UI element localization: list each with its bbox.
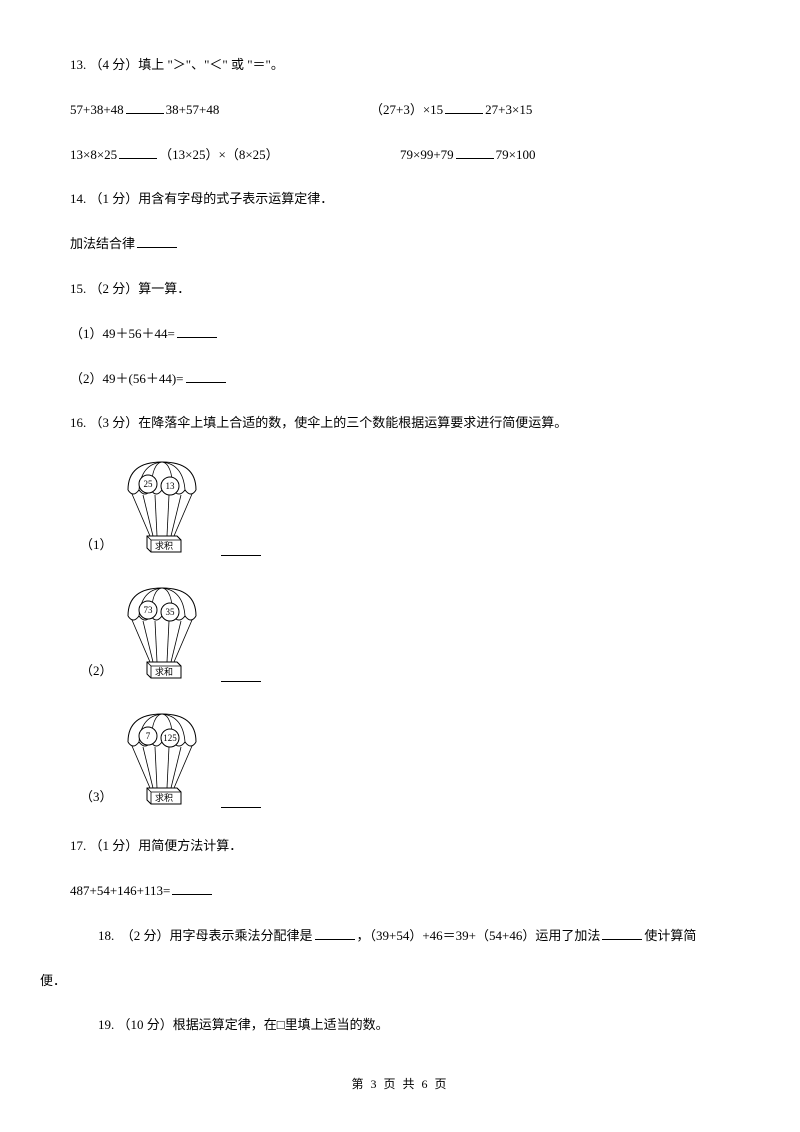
q18-p2: ，（39+54）+46＝39+（54+46）运用了加法 bbox=[357, 928, 601, 943]
q13-l2d: 79×100 bbox=[496, 147, 536, 162]
q13-row2: 13×8×25 （13×25）×（8×25） 79×99+79 79×100 bbox=[70, 145, 730, 166]
q13-r1-left: 57+38+48 38+57+48 bbox=[70, 100, 370, 121]
blank bbox=[221, 668, 261, 682]
svg-text:求积: 求积 bbox=[155, 540, 173, 551]
blank bbox=[221, 794, 261, 808]
blank bbox=[221, 542, 261, 556]
svg-text:求和: 求和 bbox=[155, 666, 173, 677]
svg-text:13: 13 bbox=[165, 481, 175, 491]
q18-p1: 18. （2 分）用字母表示乘法分配律是 bbox=[98, 928, 313, 943]
blank bbox=[456, 145, 494, 159]
q15-sub1: （1）49＋56＋44= bbox=[70, 324, 730, 345]
parachute-item: （1） 25 13 求积 bbox=[70, 458, 730, 556]
svg-text:125: 125 bbox=[163, 733, 177, 743]
question-17: 17. （1 分）用简便方法计算． bbox=[70, 836, 730, 857]
q15-sub2: （2）49＋(56＋44)= bbox=[70, 369, 730, 390]
q15-prompt: 15. （2 分）算一算． bbox=[70, 279, 730, 300]
q13-l2b: （13×25）×（8×25） bbox=[159, 147, 279, 162]
q13-r2-right: 79×99+79 79×100 bbox=[400, 145, 730, 166]
blank bbox=[119, 145, 157, 159]
q13-l1a: 57+38+48 bbox=[70, 102, 124, 117]
blank bbox=[186, 369, 226, 383]
q19-prompt: 19. （10 分）根据运算定律，在□里填上适当的数。 bbox=[70, 1015, 730, 1036]
parachute-index: （3） bbox=[80, 787, 113, 808]
question-15: 15. （2 分）算一算． bbox=[70, 279, 730, 300]
question-19: 19. （10 分）根据运算定律，在□里填上适当的数。 bbox=[70, 1015, 730, 1036]
blank bbox=[172, 881, 212, 895]
page-content: 13. （4 分）填上 "＞"、"＜" 或 "＝"。 57+38+48 38+57… bbox=[0, 0, 800, 1100]
svg-text:25: 25 bbox=[143, 479, 153, 489]
blank bbox=[602, 926, 642, 940]
blank bbox=[137, 234, 177, 248]
question-14: 14. （1 分）用含有字母的式子表示运算定律． bbox=[70, 189, 730, 210]
q13-l2c: 79×99+79 bbox=[400, 147, 454, 162]
parachute-index: （1） bbox=[80, 535, 113, 556]
parachute-item: （3） 7 125 求积 bbox=[70, 710, 730, 808]
q14-answer: 加法结合律 bbox=[70, 234, 730, 255]
question-13: 13. （4 分）填上 "＞"、"＜" 或 "＝"。 bbox=[70, 55, 730, 76]
q15-s1: （1）49＋56＋44= bbox=[70, 326, 175, 341]
q17-expr-row: 487+54+146+113= bbox=[70, 881, 730, 902]
q13-row1: 57+38+48 38+57+48 （27+3）×15 27+3×15 bbox=[70, 100, 730, 121]
blank bbox=[445, 100, 483, 114]
q13-l1b: 38+57+48 bbox=[166, 102, 220, 117]
q15-s2: （2）49＋(56＋44)= bbox=[70, 371, 184, 386]
parachute-item: （2） 73 35 求和 bbox=[70, 584, 730, 682]
page-footer: 第 3 页 共 6 页 bbox=[0, 1075, 800, 1094]
q13-prompt: 13. （4 分）填上 "＞"、"＜" 或 "＝"。 bbox=[70, 55, 730, 76]
blank bbox=[177, 324, 217, 338]
q17-prompt: 17. （1 分）用简便方法计算． bbox=[70, 836, 730, 857]
q13-l1c: （27+3）×15 bbox=[370, 102, 443, 117]
q18-p3: 使计算简 bbox=[644, 928, 696, 943]
q14-label: 加法结合律 bbox=[70, 236, 135, 251]
q13-r2-left: 13×8×25 （13×25）×（8×25） bbox=[70, 145, 400, 166]
q18-line2: 便． bbox=[0, 971, 730, 992]
q18-p4: 便． bbox=[40, 973, 66, 988]
question-16: 16. （3 分）在降落伞上填上合适的数，使伞上的三个数能根据运算要求进行简便运… bbox=[70, 413, 730, 434]
q14-prompt: 14. （1 分）用含有字母的式子表示运算定律． bbox=[70, 189, 730, 210]
parachute-icon: 25 13 求积 bbox=[123, 458, 201, 556]
parachute-list: （1） 25 13 求积 （2） bbox=[70, 458, 730, 808]
q13-r1-right: （27+3）×15 27+3×15 bbox=[370, 100, 730, 121]
q13-l2a: 13×8×25 bbox=[70, 147, 117, 162]
q13-l1d: 27+3×15 bbox=[485, 102, 532, 117]
blank bbox=[315, 926, 355, 940]
q17-expr: 487+54+146+113= bbox=[70, 883, 170, 898]
q16-prompt: 16. （3 分）在降落伞上填上合适的数，使伞上的三个数能根据运算要求进行简便运… bbox=[70, 413, 730, 434]
svg-text:73: 73 bbox=[143, 605, 153, 615]
blank bbox=[126, 100, 164, 114]
svg-text:7: 7 bbox=[145, 731, 150, 741]
svg-text:求积: 求积 bbox=[155, 792, 173, 803]
parachute-icon: 7 125 求积 bbox=[123, 710, 201, 808]
parachute-icon: 73 35 求和 bbox=[123, 584, 201, 682]
question-18: 18. （2 分）用字母表示乘法分配律是 ，（39+54）+46＝39+（54+4… bbox=[0, 926, 730, 947]
parachute-index: （2） bbox=[80, 661, 113, 682]
svg-text:35: 35 bbox=[165, 607, 175, 617]
